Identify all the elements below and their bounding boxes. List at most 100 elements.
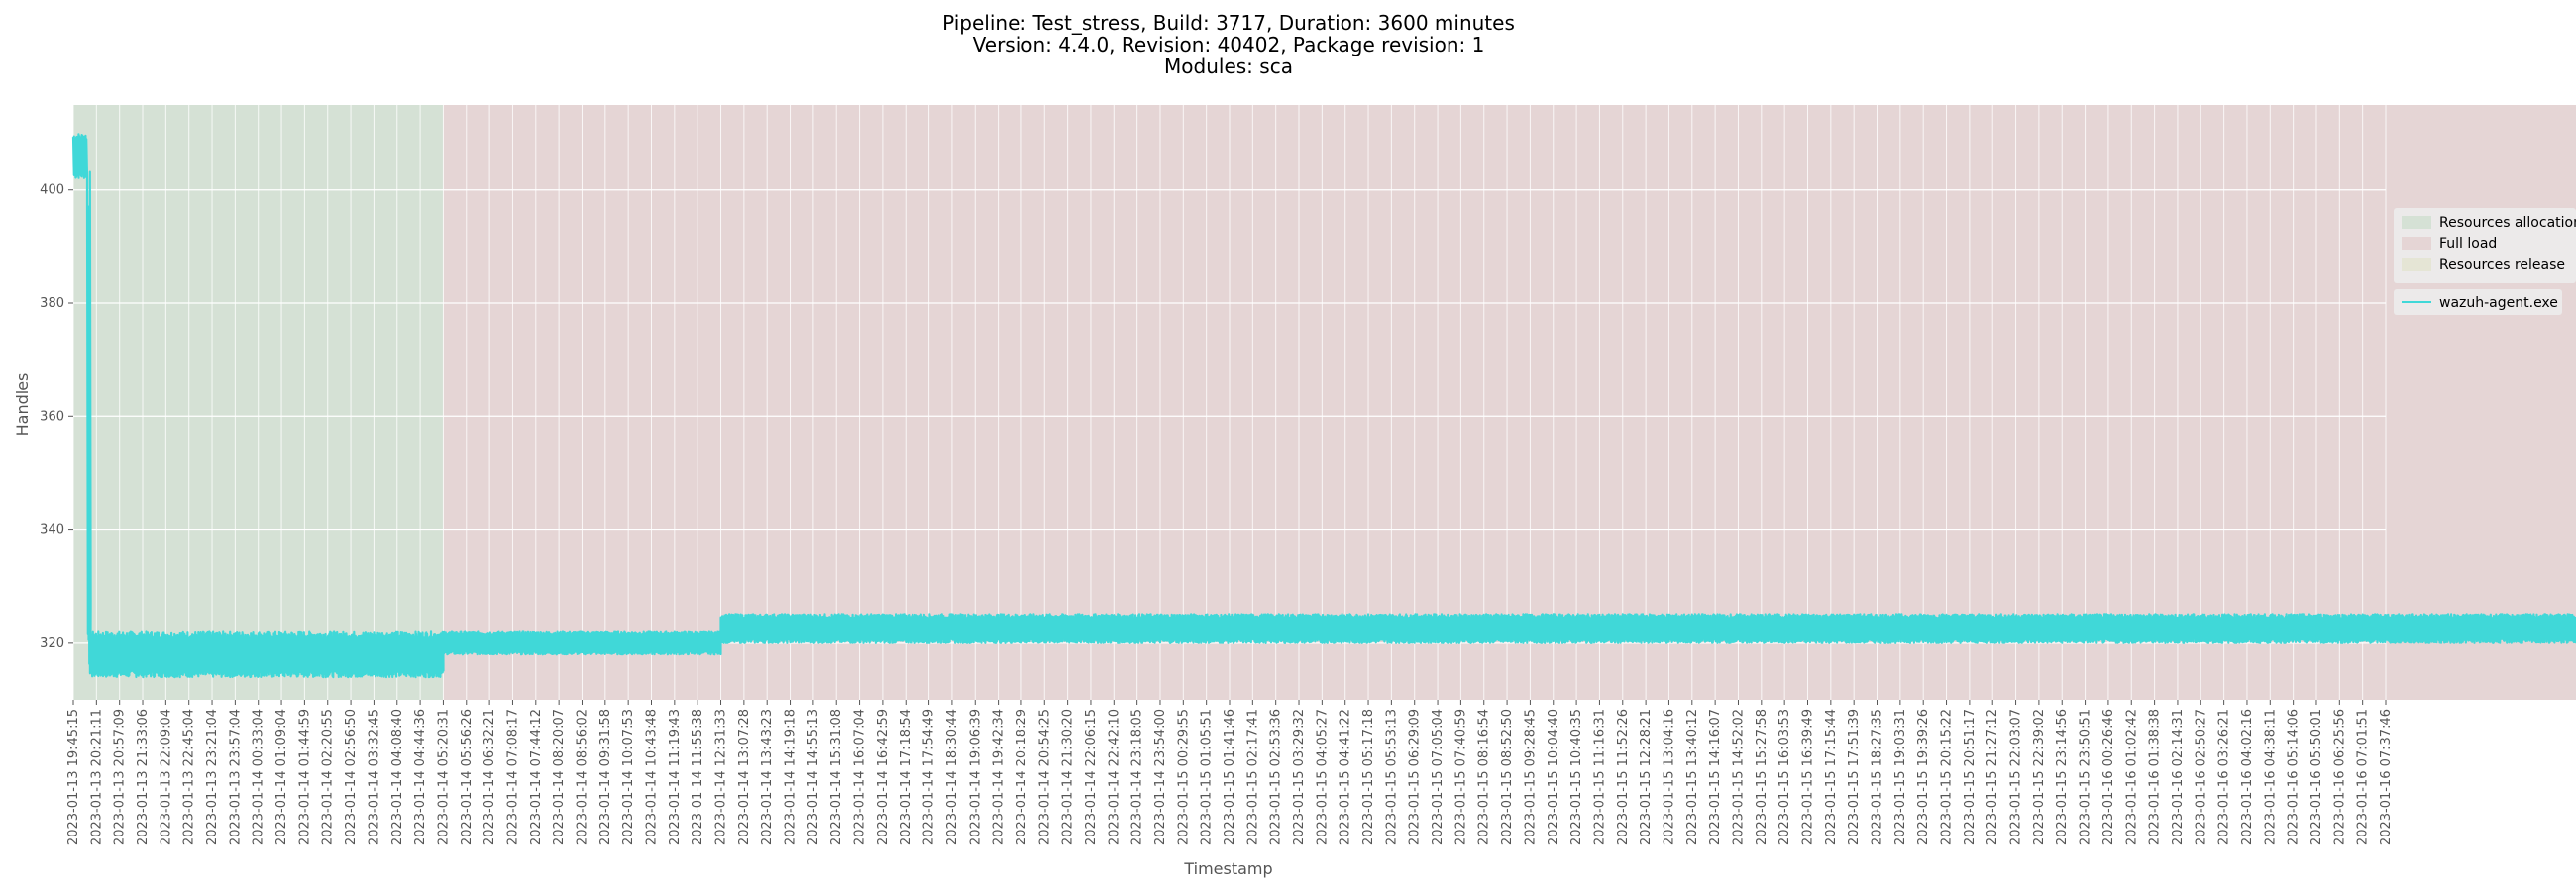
legend-swatch-phase-3 bbox=[2402, 258, 2431, 271]
x-tick-label: 2023-01-13 21:33:06 bbox=[136, 709, 151, 845]
x-tick-label: 2023-01-15 07:40:59 bbox=[1453, 709, 1468, 845]
x-tick-label: 2023-01-14 11:19:43 bbox=[668, 709, 683, 845]
legend-swatch-phase-2 bbox=[2402, 237, 2431, 250]
x-tick-label: 2023-01-15 03:29:32 bbox=[1292, 709, 1307, 845]
x-tick-label: 2023-01-15 08:52:50 bbox=[1500, 709, 1515, 845]
x-tick-label: 2023-01-15 01:05:51 bbox=[1200, 709, 1215, 845]
x-tick-label: 2023-01-14 02:20:55 bbox=[321, 709, 336, 845]
x-tick-label: 2023-01-16 07:01:51 bbox=[2356, 709, 2371, 845]
x-tick-label: 2023-01-15 20:15:22 bbox=[1940, 709, 1955, 845]
x-tick-label: 2023-01-15 11:16:31 bbox=[1592, 709, 1607, 845]
y-axis-ticks: 320 340 360 380 400 bbox=[40, 183, 73, 651]
legend-label-phase-2: Full load bbox=[2439, 236, 2497, 252]
x-tick-label: 2023-01-16 04:02:16 bbox=[2240, 709, 2255, 845]
x-tick-label: 2023-01-15 17:51:39 bbox=[1847, 709, 1862, 845]
x-tick-label: 2023-01-16 04:38:11 bbox=[2263, 709, 2278, 845]
x-tick-label: 2023-01-16 02:50:27 bbox=[2194, 709, 2208, 845]
x-tick-label: 2023-01-16 03:26:21 bbox=[2217, 709, 2232, 845]
legend-swatch-phase-1 bbox=[2402, 216, 2431, 229]
x-tick-label: 2023-01-13 20:21:11 bbox=[89, 709, 104, 845]
x-tick-label: 2023-01-14 09:31:58 bbox=[598, 709, 613, 845]
x-tick-label: 2023-01-15 18:27:35 bbox=[1871, 709, 1885, 845]
x-tick-label: 2023-01-14 05:20:31 bbox=[436, 709, 451, 845]
x-tick-label: 2023-01-14 10:07:53 bbox=[621, 709, 636, 845]
x-tick-label: 2023-01-13 20:57:09 bbox=[113, 709, 128, 845]
x-tick-label: 2023-01-13 23:57:04 bbox=[228, 709, 243, 845]
y-tick-label: 320 bbox=[40, 636, 64, 651]
y-axis-label: Handles bbox=[13, 373, 32, 437]
x-tick-label: 2023-01-14 01:44:59 bbox=[297, 709, 312, 845]
x-tick-label: 2023-01-14 12:31:33 bbox=[714, 709, 729, 845]
vertical-gridlines bbox=[72, 105, 2387, 700]
x-tick-label: 2023-01-15 02:17:41 bbox=[1245, 709, 1260, 845]
x-tick-label: 2023-01-15 22:39:02 bbox=[2032, 709, 2047, 845]
x-tick-label: 2023-01-15 23:14:56 bbox=[2055, 709, 2070, 845]
x-tick-label: 2023-01-15 05:17:18 bbox=[1361, 709, 1376, 845]
chart-title: Pipeline: Test_stress, Build: 3717, Dura… bbox=[942, 11, 1515, 78]
legend-phases-box bbox=[2394, 208, 2576, 283]
x-tick-label: 2023-01-15 12:28:21 bbox=[1639, 709, 1654, 845]
x-tick-label: 2023-01-14 20:18:29 bbox=[1015, 709, 1029, 845]
y-tick-label: 380 bbox=[40, 296, 64, 311]
x-tick-label: 2023-01-14 17:18:54 bbox=[899, 709, 913, 845]
legend: Resources allocation Full load Resources r… bbox=[2394, 208, 2576, 315]
x-tick-label: 2023-01-13 22:45:04 bbox=[182, 709, 197, 845]
chart-title-line-3: Modules: sca bbox=[1164, 55, 1293, 78]
x-tick-label: 2023-01-14 08:20:07 bbox=[552, 709, 567, 845]
series-layer bbox=[71, 133, 2576, 679]
x-tick-label: 2023-01-14 10:43:48 bbox=[645, 709, 660, 845]
x-tick-label: 2023-01-13 22:09:04 bbox=[159, 709, 173, 845]
x-tick-label: 2023-01-16 06:25:56 bbox=[2332, 709, 2347, 845]
x-tick-label: 2023-01-15 23:50:51 bbox=[2079, 709, 2093, 845]
x-tick-label: 2023-01-15 13:40:12 bbox=[1685, 709, 1700, 845]
x-tick-label: 2023-01-14 07:44:12 bbox=[529, 709, 544, 845]
x-tick-label: 2023-01-14 00:33:04 bbox=[252, 709, 267, 845]
x-tick-label: 2023-01-14 22:06:15 bbox=[1084, 709, 1099, 845]
x-tick-label: 2023-01-14 08:56:02 bbox=[575, 709, 590, 845]
x-tick-label: 2023-01-15 17:15:44 bbox=[1824, 709, 1839, 845]
x-tick-label: 2023-01-15 19:03:31 bbox=[1893, 709, 1908, 845]
x-tick-label: 2023-01-14 04:08:40 bbox=[390, 709, 405, 845]
x-tick-label: 2023-01-14 01:09:04 bbox=[274, 709, 289, 845]
x-tick-label: 2023-01-14 22:42:10 bbox=[1107, 709, 1122, 845]
x-tick-label: 2023-01-14 04:44:36 bbox=[413, 709, 428, 845]
x-tick-label: 2023-01-15 00:29:55 bbox=[1176, 709, 1191, 845]
x-tick-label: 2023-01-15 10:40:35 bbox=[1569, 709, 1584, 845]
legend-label-phase-1: Resources allocation bbox=[2439, 215, 2576, 231]
x-tick-label: 2023-01-14 03:32:45 bbox=[367, 709, 381, 845]
x-tick-label: 2023-01-14 13:07:28 bbox=[737, 709, 752, 845]
x-tick-label: 2023-01-14 14:55:13 bbox=[806, 709, 821, 845]
legend-series-box bbox=[2394, 289, 2562, 315]
x-tick-label: 2023-01-15 06:29:09 bbox=[1408, 709, 1423, 845]
phase-band-2 bbox=[443, 105, 2576, 700]
legend-label-phase-3: Resources release bbox=[2439, 257, 2565, 273]
x-tick-label: 2023-01-14 16:07:04 bbox=[853, 709, 868, 845]
x-tick-label: 2023-01-15 13:04:16 bbox=[1662, 709, 1676, 845]
x-tick-label: 2023-01-15 14:16:07 bbox=[1708, 709, 1723, 845]
x-tick-label: 2023-01-15 10:04:40 bbox=[1547, 709, 1561, 845]
x-tick-label: 2023-01-15 07:05:04 bbox=[1431, 709, 1446, 845]
x-tick-label: 2023-01-15 02:53:36 bbox=[1269, 709, 1284, 845]
x-tick-label: 2023-01-15 20:51:17 bbox=[1963, 709, 1978, 845]
x-tick-label: 2023-01-14 19:42:34 bbox=[992, 709, 1007, 845]
x-tick-label: 2023-01-14 15:31:08 bbox=[829, 709, 844, 845]
x-tick-label: 2023-01-15 16:03:53 bbox=[1777, 709, 1792, 845]
x-tick-label: 2023-01-16 07:37:46 bbox=[2379, 709, 2394, 845]
plot-background bbox=[73, 105, 2576, 700]
x-tick-label: 2023-01-14 21:30:20 bbox=[1061, 709, 1076, 845]
x-tick-label: 2023-01-15 09:28:45 bbox=[1523, 709, 1538, 845]
y-tick-label: 340 bbox=[40, 523, 64, 538]
x-tick-label: 2023-01-14 17:54:49 bbox=[922, 709, 937, 845]
x-tick-label: 2023-01-14 14:19:18 bbox=[784, 709, 799, 845]
x-axis-label: Timestamp bbox=[1183, 859, 1272, 878]
x-tick-label: 2023-01-15 11:52:26 bbox=[1616, 709, 1631, 845]
x-tick-label: 2023-01-15 04:41:22 bbox=[1339, 709, 1353, 845]
x-axis-ticks: 2023-01-13 19:45:15 2023-01-13 20:21:11 20… bbox=[66, 700, 2394, 845]
y-tick-label: 400 bbox=[40, 183, 64, 198]
x-tick-label: 2023-01-15 08:16:54 bbox=[1477, 709, 1492, 845]
x-tick-label: 2023-01-14 16:42:59 bbox=[876, 709, 891, 845]
x-tick-label: 2023-01-14 18:30:44 bbox=[945, 709, 960, 845]
x-tick-label: 2023-01-15 15:27:58 bbox=[1755, 709, 1770, 845]
x-tick-label: 2023-01-15 05:53:13 bbox=[1384, 709, 1399, 845]
